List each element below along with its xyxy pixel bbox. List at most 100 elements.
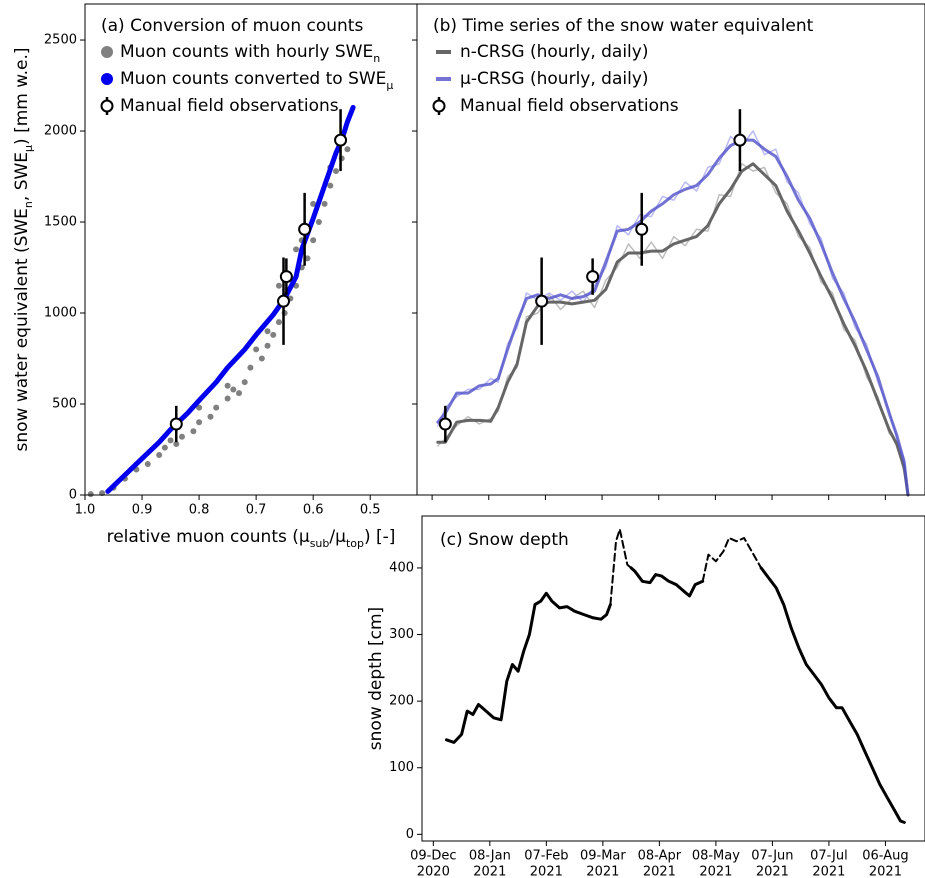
y-tick-label: 300 — [389, 627, 414, 642]
data-point — [321, 200, 328, 207]
y-tick-label: 0 — [406, 827, 414, 842]
legend-label: Muon counts with hourly SWEn — [120, 42, 380, 65]
data-point — [327, 182, 334, 189]
y-axis-label: snow water equivalent (SWEn, SWEμ) [mm w… — [12, 48, 35, 452]
x-tick-label: 0.7 — [246, 503, 267, 518]
y-tick-label: 400 — [389, 560, 414, 575]
data-point — [213, 404, 220, 411]
axes-frame — [416, 3, 925, 496]
data-point — [241, 379, 248, 386]
observation — [298, 222, 312, 236]
data-point — [253, 346, 260, 353]
label-part: snow depth [cm] — [366, 607, 386, 750]
legend-marker — [101, 73, 113, 85]
legend-label: Manual field observations — [460, 96, 679, 116]
data-point — [310, 200, 317, 207]
data-point — [207, 413, 214, 420]
data-point — [144, 461, 151, 468]
legend-label: μ-CRSG (hourly, daily) — [460, 69, 649, 89]
data-line — [436, 138, 910, 497]
label-part: ) [-] — [364, 527, 395, 547]
y-tick-label: 2500 — [44, 33, 77, 48]
y-tick-label: 2000 — [44, 124, 77, 139]
label-part: top — [346, 537, 364, 550]
axes-frame — [421, 515, 925, 842]
data-point — [230, 386, 237, 393]
legend-label: Muon counts converted to SWEμ — [120, 69, 393, 92]
data-point — [190, 428, 197, 435]
x-tick-label: 0.8 — [189, 503, 210, 518]
y-axis-label: snow depth [cm] — [366, 607, 386, 750]
x-tick-label: 07-Jul — [810, 849, 848, 864]
observation — [535, 294, 549, 308]
label-part: snow water equivalent (SWE — [12, 208, 32, 451]
legend-sub: n — [373, 52, 380, 65]
panel: (b) Time series of the snow water equiva… — [412, 3, 925, 500]
data-point — [224, 395, 231, 402]
panel-title: (c) Snow depth — [440, 530, 569, 550]
data-point — [293, 246, 300, 253]
x-tick-label: 0.9 — [132, 503, 153, 518]
data-point — [315, 219, 322, 226]
data-point — [264, 342, 271, 349]
x-tick-label: 07-Jun — [751, 849, 793, 864]
data-point — [247, 364, 254, 371]
legend-label: Manual field observations — [120, 96, 339, 116]
observation — [438, 417, 452, 431]
observation — [586, 270, 600, 284]
label-part: relative muon counts (μ — [107, 527, 310, 547]
x-tick-label: 2021 — [812, 865, 845, 878]
data-point — [236, 390, 243, 397]
label-part: n — [22, 201, 35, 208]
data-point — [156, 451, 163, 458]
x-tick-label: 2021 — [530, 865, 563, 878]
data-line — [105, 104, 356, 494]
x-tick-label: 2021 — [869, 865, 902, 878]
data-point — [275, 319, 282, 326]
x-tick-label: 06-Aug — [862, 849, 908, 864]
x-tick-label: 2021 — [756, 865, 789, 878]
data-line — [437, 163, 909, 496]
x-tick-label: 2021 — [643, 865, 676, 878]
y-tick-label: 500 — [52, 397, 77, 412]
legend-marker — [100, 99, 114, 113]
y-tick-label: 1500 — [44, 215, 77, 230]
data-line — [436, 162, 910, 497]
x-tick-label: 09-Dec — [410, 849, 456, 864]
x-tick-label: 2020 — [417, 865, 450, 878]
x-tick-label: 2021 — [699, 865, 732, 878]
label-part: ) [mm w.e.] — [12, 48, 32, 145]
data-point — [87, 491, 94, 498]
observation — [277, 294, 291, 308]
x-tick-label: 08-Apr — [638, 849, 682, 864]
data-point — [304, 255, 311, 262]
legend-marker — [432, 99, 446, 113]
legend-name: Muon counts with hourly SWE — [120, 42, 373, 62]
data-point — [224, 382, 231, 389]
observation — [169, 417, 183, 431]
legend-name: n-CRSG (hourly, daily) — [460, 42, 648, 62]
legend-sub: μ — [386, 79, 393, 92]
data-line — [445, 566, 906, 824]
y-tick-label: 1000 — [44, 306, 77, 321]
legend-name: Muon counts converted to SWE — [120, 69, 386, 89]
x-tick-label: 0.5 — [360, 503, 381, 518]
x-tick-label: 2021 — [586, 865, 619, 878]
observation — [279, 270, 293, 284]
panel-title: (b) Time series of the snow water equiva… — [433, 16, 814, 36]
x-tick-label: 1.0 — [75, 503, 96, 518]
x-tick-label: 08-May — [692, 849, 740, 864]
x-tick-label: 2021 — [473, 865, 506, 878]
panel-title: (a) Conversion of muon counts — [101, 16, 363, 36]
data-line — [609, 528, 763, 606]
label-part: , SWE — [12, 152, 32, 201]
data-point — [196, 419, 203, 426]
data-point — [196, 404, 203, 411]
data-point — [161, 444, 168, 451]
y-tick-label: 0 — [69, 488, 77, 503]
observation — [334, 133, 348, 147]
legend-name: Manual field observations — [120, 96, 339, 116]
data-point — [178, 433, 185, 440]
x-axis-label: relative muon counts (μsub/μtop) [-] — [107, 527, 396, 550]
